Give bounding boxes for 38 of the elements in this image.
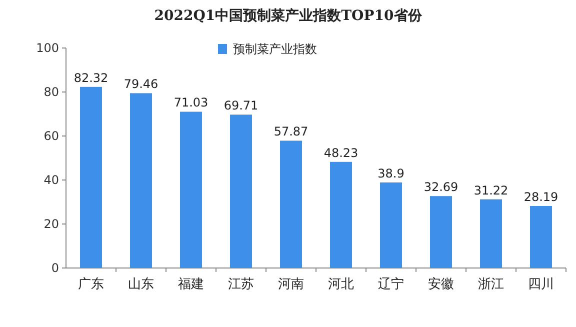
x-tick-label: 浙江 [478,277,504,292]
data-label: 71.03 [174,96,208,110]
data-label: 28.19 [524,190,558,204]
bar [130,93,152,268]
data-label: 48.23 [324,146,358,160]
y-tick-label: 100 [36,41,59,55]
x-tick-label: 河北 [328,277,354,292]
bar [430,196,452,268]
bar [530,206,552,268]
x-tick-label: 四川 [528,277,554,292]
bar [230,114,252,268]
bar [280,140,302,268]
data-label: 82.32 [74,70,108,85]
x-tick-label: 广东 [78,277,104,292]
data-label: 31.22 [474,183,508,198]
bar [180,112,202,268]
x-tick-label: 江苏 [228,277,254,292]
y-tick-label: 0 [51,261,59,275]
y-tick-label: 80 [44,85,59,99]
x-tick-label: 福建 [178,277,204,292]
bar [380,182,402,268]
x-tick-label: 安徽 [428,276,454,292]
data-label: 57.87 [274,124,308,139]
data-label: 69.71 [224,98,258,113]
legend-label: 预制菜产业指数 [233,42,317,56]
x-tick-label: 河南 [278,277,304,292]
chart-title: 2022Q1中国预制菜产业指数TOP10省份 [154,7,423,24]
x-tick-label: 辽宁 [378,276,404,292]
data-label: 38.9 [378,166,404,180]
bar [480,199,502,268]
bar [80,86,102,268]
y-tick-label: 60 [44,129,59,143]
bar [330,162,352,268]
data-label: 32.69 [424,180,458,194]
x-tick-label: 山东 [128,277,154,292]
y-tick-label: 20 [44,217,59,231]
data-label: 79.46 [124,77,158,92]
y-tick-label: 40 [44,173,59,187]
